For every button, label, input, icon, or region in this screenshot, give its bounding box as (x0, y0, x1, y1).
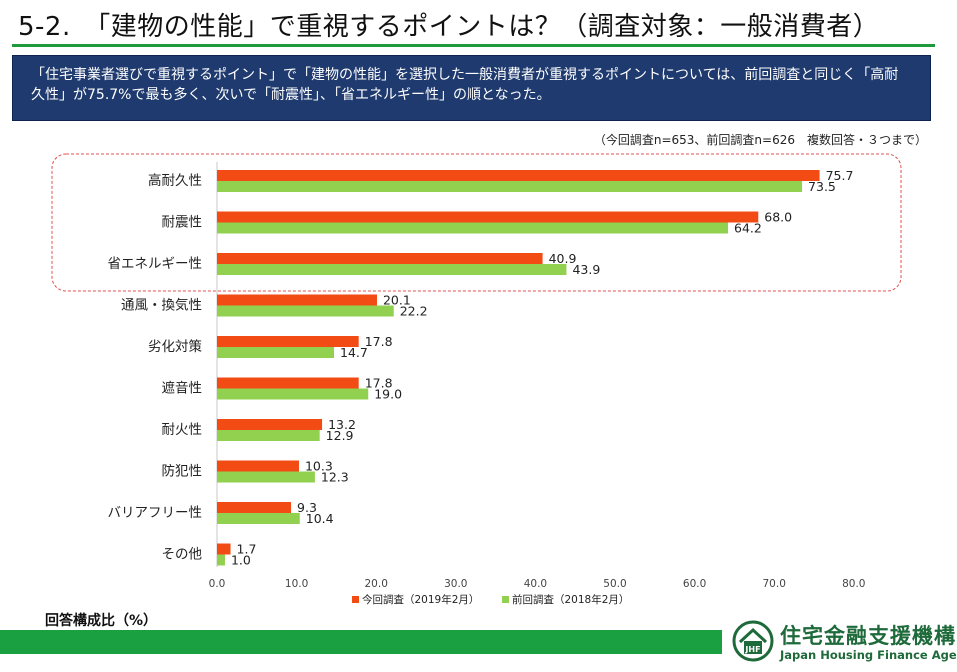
bar-chart: 高耐久性 75.773.5 耐震性 68.064.2 省エネルギー性 40.943.9 通風… (51, 153, 902, 606)
data-label: 40.9 (549, 251, 577, 266)
legend-swatch-current (352, 596, 359, 603)
summary-box: 「住宅事業者選びで重視するポイント」で「建物の性能」を選択した一般消費者が重視す… (12, 55, 931, 121)
x-tick-label: 50.0 (603, 578, 626, 590)
category-label: バリアフリー性 (108, 505, 203, 521)
bar-previous (217, 513, 300, 524)
data-label: 1.0 (231, 553, 251, 568)
data-label: 12.9 (326, 428, 354, 443)
data-label: 14.7 (340, 345, 368, 360)
bar-current (217, 170, 820, 181)
bar-previous (217, 222, 729, 234)
bar-current (217, 253, 543, 264)
page-title: 5-2. 「建物の性能」で重視するポイントは？（調査対象：一般消費者） (18, 12, 880, 42)
data-label: 64.2 (734, 221, 762, 236)
bar-current (217, 211, 759, 223)
category-label: 耐火性 (162, 422, 203, 438)
footer-green-bar (0, 630, 722, 654)
data-label: 10.4 (306, 511, 334, 526)
x-tick-label: 40.0 (524, 578, 547, 590)
x-tick-label: 70.0 (763, 578, 786, 590)
data-label: 1.7 (237, 542, 257, 557)
data-label: 12.3 (321, 470, 349, 485)
sample-size-note: （今回調査n=653、前回調査n=626 複数回答・３つまで） (593, 133, 927, 147)
category-label: 省エネルギー性 (108, 256, 203, 272)
legend-label: 今回調査（2019年2月） (362, 593, 479, 606)
data-label: 20.1 (383, 293, 411, 308)
category-label: 劣化対策 (148, 338, 202, 355)
data-label: 43.9 (572, 262, 600, 277)
category-label: 高耐久性 (148, 172, 202, 189)
bar-previous (217, 388, 369, 400)
category-label: 遮音性 (162, 380, 203, 397)
data-label: 68.0 (764, 210, 792, 225)
title-divider (12, 44, 935, 47)
summary-text: 「住宅事業者選びで重視するポイント」で「建物の性能」を選択した一般消費者が重視す… (31, 67, 899, 103)
x-tick-label: 10.0 (285, 578, 308, 590)
bar-current (217, 419, 323, 430)
bar-current (217, 502, 292, 513)
bar-previous (217, 347, 335, 358)
bar-current (217, 543, 231, 555)
bar-previous (217, 471, 315, 483)
x-tick-label: 20.0 (365, 578, 388, 590)
data-label: 13.2 (328, 417, 356, 432)
category-label: その他 (162, 547, 203, 563)
bar-previous (217, 181, 803, 192)
bar-previous (217, 305, 394, 317)
x-tick-label: 30.0 (444, 578, 467, 590)
organization-logo: JHF 住宅金融支援機構 Japan Housing Finance Agenc… (732, 618, 957, 668)
data-label: 10.3 (305, 459, 333, 474)
bar-current (217, 460, 299, 472)
data-label: 75.7 (826, 168, 854, 183)
bar-current (217, 294, 377, 306)
bar-current (217, 377, 359, 389)
bar-current (217, 336, 359, 347)
data-label: 17.8 (365, 376, 393, 391)
highlight-box (51, 153, 902, 292)
category-label: 耐震性 (162, 215, 203, 231)
x-tick-label: 80.0 (842, 578, 865, 590)
bar-previous (217, 264, 567, 275)
data-label: 22.2 (400, 304, 428, 319)
logo-name-en: Japan Housing Finance Agency (780, 648, 957, 662)
x-tick-label: 60.0 (683, 578, 706, 590)
x-tick-label: 0.0 (209, 578, 226, 590)
data-label: 73.5 (808, 179, 836, 194)
unit-label: 回答構成比（%） (45, 613, 158, 629)
category-label: 通風・換気性 (121, 298, 202, 314)
house-logo-icon: JHF (732, 620, 774, 662)
legend-swatch-previous (502, 596, 509, 603)
category-label: 防犯性 (162, 464, 203, 480)
data-label: 9.3 (297, 500, 317, 515)
data-label: 17.8 (365, 334, 393, 349)
bar-previous (217, 430, 320, 441)
data-label: 19.0 (374, 387, 402, 402)
logo-name-jp: 住宅金融支援機構 (780, 624, 956, 648)
logo-mark-text: JHF (744, 645, 760, 654)
bar-previous (217, 554, 225, 566)
legend-label: 前回調査（2018年2月） (512, 593, 629, 606)
